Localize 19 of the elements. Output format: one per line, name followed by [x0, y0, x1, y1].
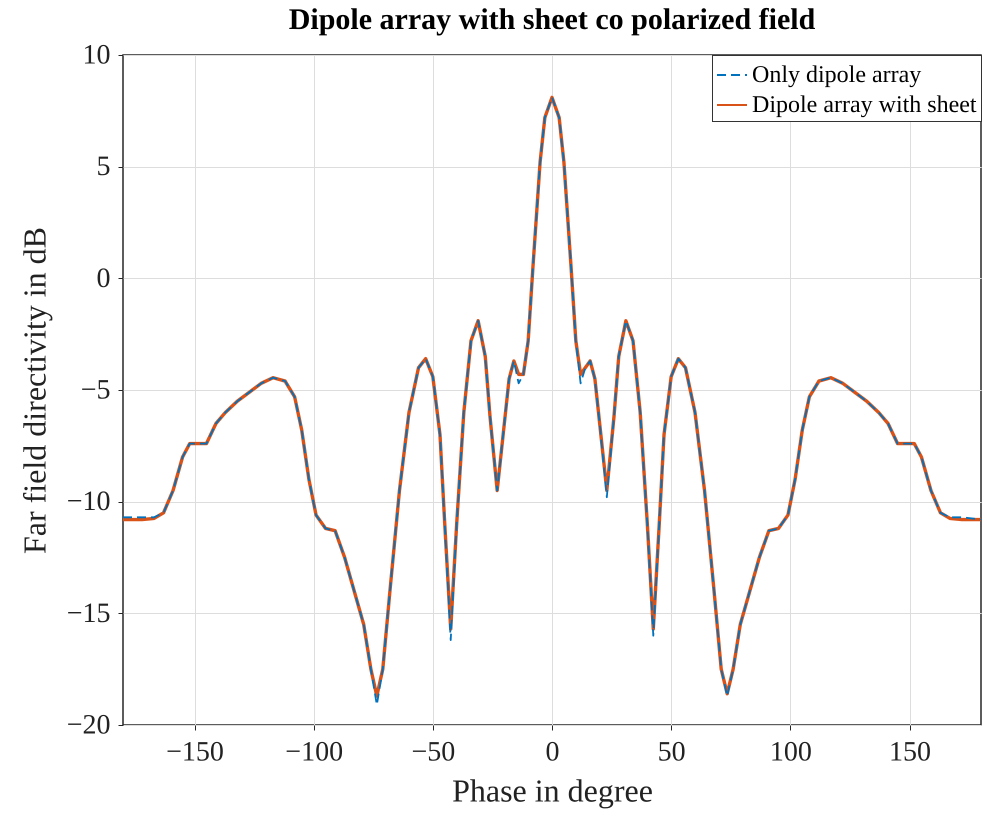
chart-title: Dipole array with sheet co polarized field: [288, 3, 816, 36]
x-tick-label: 150: [889, 736, 931, 768]
y-tick-label: −5: [80, 374, 110, 406]
y-tick-label: −15: [66, 598, 110, 629]
y-tick-label: −20: [66, 710, 110, 740]
x-axis-title: Phase in degree: [452, 772, 653, 808]
y-tick-label: −10: [66, 486, 110, 518]
y-axis-title: Far field directivity in dB: [16, 226, 53, 554]
x-tick-label: −150: [166, 736, 224, 768]
x-tick-label: −50: [411, 736, 456, 768]
x-tick-label: 100: [770, 736, 812, 768]
x-tick-label: −100: [285, 736, 344, 768]
y-tick-label: 0: [96, 262, 110, 294]
y-tick-label: 5: [96, 151, 110, 182]
x-tick-label: 0: [546, 736, 560, 768]
legend-label: Only dipole array: [752, 62, 922, 88]
y-tick-label: 10: [82, 40, 110, 70]
x-tick-label: 50: [658, 736, 686, 768]
legend-label: Dipole array with sheet: [752, 92, 977, 118]
